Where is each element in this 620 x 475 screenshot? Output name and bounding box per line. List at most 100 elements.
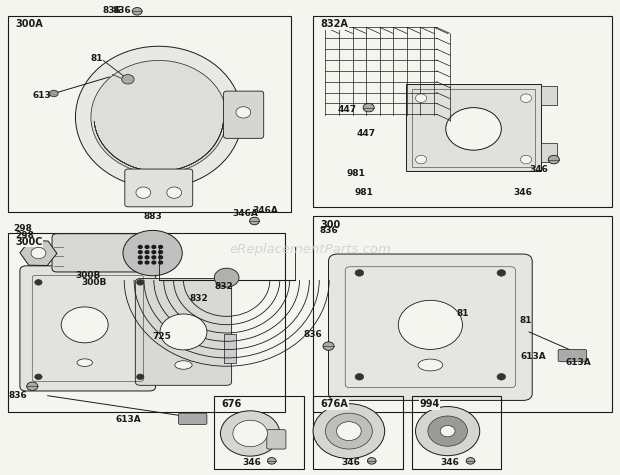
Circle shape (136, 279, 144, 285)
Circle shape (123, 230, 182, 276)
Circle shape (31, 247, 46, 259)
Text: 300: 300 (321, 220, 341, 230)
Circle shape (138, 246, 142, 248)
Circle shape (355, 373, 364, 380)
Text: 613A: 613A (565, 358, 591, 367)
Circle shape (520, 155, 531, 164)
Ellipse shape (91, 60, 227, 174)
Text: 346A: 346A (252, 206, 278, 215)
Text: 676: 676 (222, 399, 242, 409)
Circle shape (368, 457, 376, 464)
FancyBboxPatch shape (135, 278, 232, 385)
Circle shape (363, 104, 374, 112)
Bar (7, 233, 285, 412)
Circle shape (138, 261, 142, 264)
Text: 981: 981 (355, 188, 373, 197)
Circle shape (138, 256, 142, 259)
Text: 676A: 676A (321, 399, 348, 409)
Circle shape (326, 413, 373, 449)
Text: 836: 836 (9, 391, 27, 400)
Circle shape (61, 307, 108, 343)
Text: 346: 346 (440, 458, 459, 467)
Circle shape (35, 279, 42, 285)
Text: 832: 832 (190, 294, 208, 304)
Bar (412, 89, 535, 167)
Circle shape (337, 422, 361, 440)
Text: 346: 346 (242, 458, 262, 467)
Text: 994: 994 (419, 399, 440, 409)
Circle shape (415, 155, 427, 164)
Circle shape (145, 251, 149, 254)
Circle shape (466, 457, 475, 464)
Text: 836: 836 (304, 330, 322, 339)
Text: 346: 346 (529, 164, 548, 173)
Circle shape (136, 187, 151, 198)
Circle shape (398, 300, 463, 350)
Bar (313, 16, 613, 207)
Text: 836: 836 (103, 6, 122, 15)
Circle shape (415, 407, 480, 456)
Circle shape (152, 246, 156, 248)
Circle shape (233, 420, 267, 446)
Circle shape (132, 8, 142, 15)
Text: 346: 346 (341, 458, 360, 467)
Circle shape (440, 426, 455, 437)
Circle shape (138, 251, 142, 254)
Ellipse shape (418, 359, 443, 371)
Text: 613: 613 (32, 91, 51, 100)
Ellipse shape (175, 361, 192, 369)
Text: 836: 836 (320, 226, 339, 235)
Circle shape (497, 270, 506, 276)
Circle shape (313, 404, 384, 458)
Circle shape (145, 256, 149, 259)
Bar (541, 143, 557, 162)
Circle shape (152, 251, 156, 254)
Text: 346A: 346A (232, 209, 258, 218)
FancyBboxPatch shape (20, 266, 156, 391)
Text: 300B: 300B (75, 271, 100, 280)
Text: 832: 832 (215, 282, 233, 291)
Circle shape (446, 108, 502, 150)
Circle shape (497, 373, 506, 380)
Circle shape (122, 75, 134, 84)
Circle shape (152, 261, 156, 264)
Text: 81: 81 (520, 316, 533, 324)
Text: 81: 81 (91, 54, 104, 63)
Text: 300B: 300B (81, 278, 107, 287)
Circle shape (267, 457, 276, 464)
Text: 725: 725 (153, 332, 171, 341)
Text: 832A: 832A (321, 19, 348, 29)
Bar (405, 84, 541, 171)
Circle shape (160, 314, 207, 350)
Circle shape (548, 155, 559, 164)
Circle shape (35, 374, 42, 380)
Bar (313, 216, 613, 412)
Circle shape (323, 342, 334, 351)
Circle shape (520, 94, 531, 103)
Bar (313, 396, 402, 469)
Text: 836: 836 (112, 6, 131, 15)
Text: 300C: 300C (15, 237, 42, 247)
Ellipse shape (77, 359, 92, 366)
Circle shape (145, 261, 149, 264)
Circle shape (215, 268, 239, 287)
FancyBboxPatch shape (224, 91, 264, 138)
Circle shape (167, 187, 182, 198)
Circle shape (415, 94, 427, 103)
Text: 81: 81 (457, 309, 469, 318)
Text: 298: 298 (14, 224, 32, 233)
Circle shape (159, 261, 162, 264)
Text: 447: 447 (337, 105, 356, 114)
FancyBboxPatch shape (329, 254, 532, 400)
Circle shape (50, 90, 58, 97)
FancyBboxPatch shape (179, 413, 207, 425)
Bar (215, 396, 304, 469)
FancyBboxPatch shape (267, 430, 286, 449)
Circle shape (27, 382, 38, 390)
Circle shape (136, 374, 144, 380)
Text: 981: 981 (347, 169, 366, 178)
Text: 447: 447 (356, 129, 376, 138)
Circle shape (159, 256, 162, 259)
Bar (224, 334, 236, 362)
Circle shape (152, 256, 156, 259)
